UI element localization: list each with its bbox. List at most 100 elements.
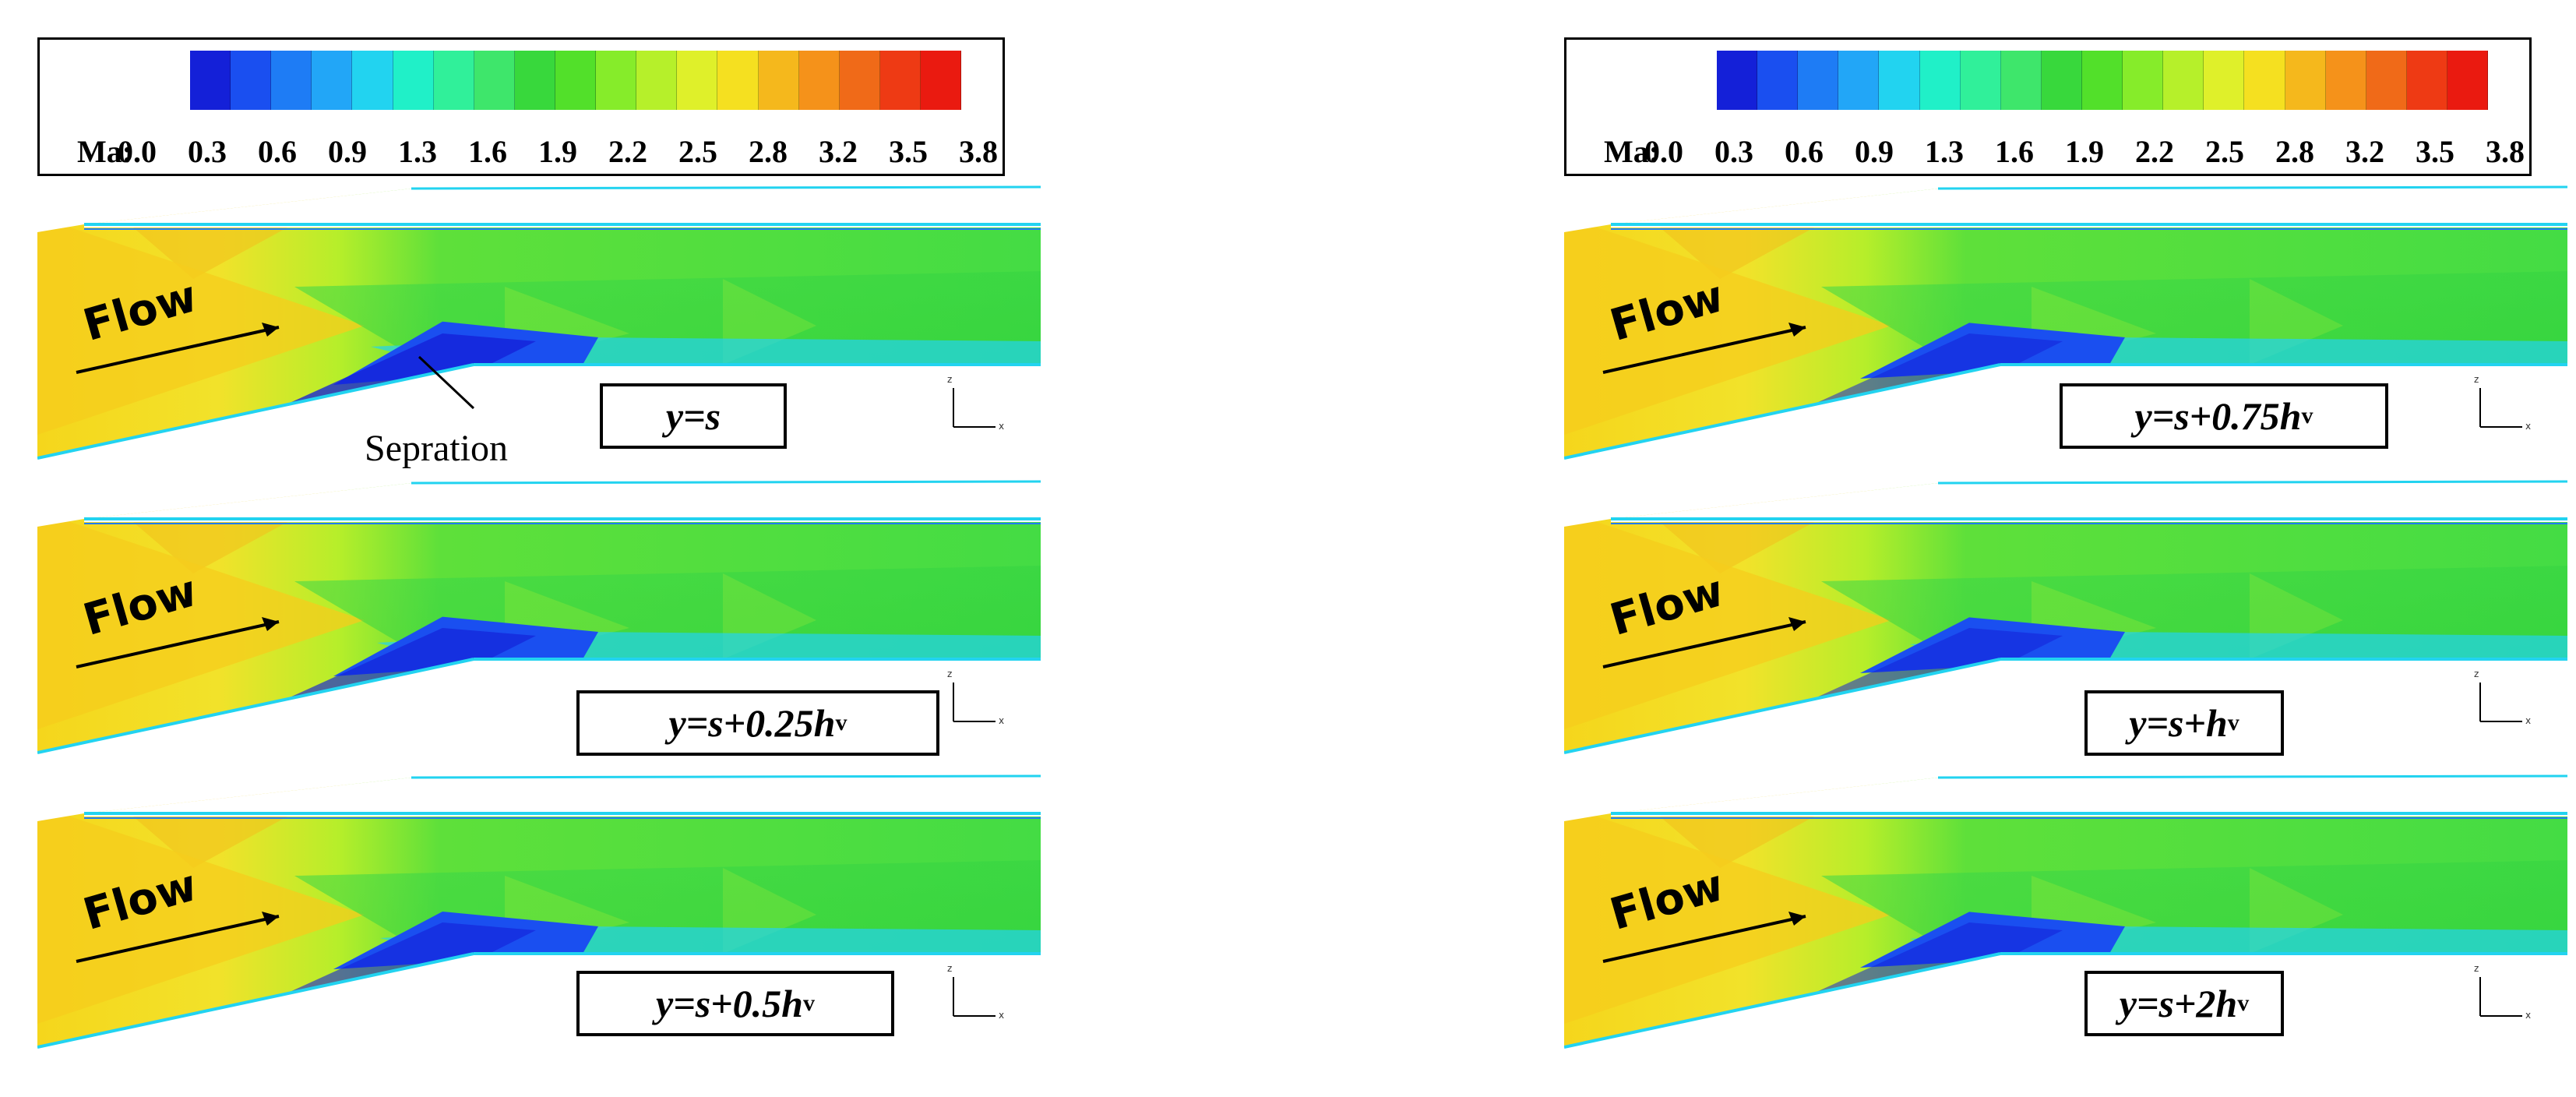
flow-arrow [1602,617,1806,668]
inlet-core [37,217,365,435]
case-label-box: y=s [600,383,787,449]
legend-tick: 2.5 [678,134,717,169]
axis-z-label: z [947,963,953,974]
colorbar-cell [2447,51,2489,110]
legend-tick: 0.9 [1855,134,1894,169]
axis-z-label: z [947,374,953,385]
legend-tick: 2.5 [2205,134,2244,169]
colorbar-cell [1717,51,1758,110]
case-label-box: y=s+0.75h v [2060,383,2388,449]
colorbar-cell [514,51,555,110]
separation-label: Sepration [365,428,508,469]
axis-triad [2479,683,2522,722]
colorbar-cell [352,51,393,110]
inlet-core [1564,217,1891,435]
axis-x-label: x [2525,715,2532,726]
case-label-box: y=s+h v [2084,690,2284,756]
mach-legend-left: Ma: 0.0 0.3 0.6 0.9 1.3 1.6 1.9 2.2 2.5 2.8 3.2 3.5… [37,37,1005,176]
legend-label: Ma: [77,134,133,169]
colorbar-cell [596,51,637,110]
legend-tick: 2.8 [2275,134,2314,169]
case-label-box: y=s+0.25h v [576,690,939,756]
mach-contour-panel: Flow z x y=s+2h v [1564,767,2569,1055]
colorbar-cell [2163,51,2204,110]
colorbar-cell [717,51,759,110]
legend-tick: 1.3 [1925,134,1964,169]
separation-core [1798,922,2063,1000]
colorbar-cell [2204,51,2245,110]
axis-x-label: x [2525,1010,2532,1021]
colorbar-cell [758,51,799,110]
case-label: y=s+0.5h [656,982,803,1025]
colorbar-left [190,51,962,110]
separation-core [271,922,536,1000]
mach-contour-panel: Flow z x y=s+0.75h v [1564,178,2569,466]
colorbar-cell [312,51,353,110]
legend-tick: 0.3 [188,134,227,169]
legend-tick: 3.2 [2345,134,2384,169]
separation-core [1798,333,2063,411]
axis-triad [953,977,996,1017]
upper-wall [1564,472,2569,527]
legend-tick: 0.6 [1785,134,1824,169]
colorbar-cell [1757,51,1799,110]
colorbar-right [1717,51,2489,110]
mach-contour-panel: Flow z x y=s+h v [1564,472,2569,760]
axis-x-label: x [999,715,1005,726]
flow-arrow [1602,912,1806,963]
legend-ticks-left: 0.0 0.3 0.6 0.9 1.3 1.6 1.9 2.2 2.5 2.8 3.2 3.5 3.8 [118,133,998,170]
upper-wall [37,767,1042,821]
inlet-core [1564,511,1891,729]
axis-x-label: x [2525,421,2532,432]
separation-core [271,628,536,706]
upper-wall [37,178,1042,232]
legend-tick: 3.5 [889,134,928,169]
flow-arrow [76,617,280,668]
legend-tick: 2.2 [2135,134,2174,169]
case-label: y=s+2h [2119,982,2238,1025]
axis-triad [2479,977,2522,1017]
axis-z-label: z [2474,668,2479,679]
colorbar-cell [190,51,231,110]
colorbar-cell [555,51,597,110]
lower-wall [1564,954,2569,1055]
cowl [1611,187,2569,228]
colorbar-cell [2325,51,2366,110]
legend-tick: 0.0 [1644,134,1683,169]
colorbar-cell [433,51,474,110]
legend-tick: 1.3 [398,134,437,169]
separation-core [271,333,536,411]
legend-tick: 0.0 [118,134,157,169]
colorbar-cell [2244,51,2285,110]
colorbar-cell [839,51,880,110]
mach-legend-right: Ma: 0.0 0.3 0.6 0.9 1.3 1.6 1.9 2.2 2.5 2.8 3.2 3.5… [1564,37,2532,176]
case-label-subscript: v [802,990,815,1016]
legend-tick: 1.9 [538,134,577,169]
colorbar-cell [2285,51,2326,110]
cowl [84,776,1042,817]
axis-z-label: z [947,668,953,679]
legend-tick: 3.2 [819,134,858,169]
case-label: y=s+0.25h [668,701,836,745]
axis-triad [953,388,996,428]
inlet-core [37,806,365,1024]
separation-pointer [418,355,475,410]
colorbar-cell [1798,51,1839,110]
case-label-box: y=s+0.5h v [576,971,894,1036]
colorbar-cell [393,51,434,110]
flow-arrow [1602,323,1806,374]
legend-tick: 3.8 [959,134,998,169]
legend-tick: 1.6 [1995,134,2034,169]
colorbar-cell [2406,51,2447,110]
mach-contour-panel: Flow z x y=s [37,178,1042,466]
case-label-subscript: v [2301,403,2313,429]
cowl [1611,481,2569,522]
upper-wall [37,472,1042,527]
separation-core [1798,628,2063,706]
legend-label: Ma: [1604,134,1660,169]
axis-z-label: z [2474,374,2479,385]
lower-wall [37,365,1042,466]
case-label: y=s [665,394,721,438]
legend-tick: 0.9 [328,134,367,169]
colorbar-cell [2366,51,2407,110]
